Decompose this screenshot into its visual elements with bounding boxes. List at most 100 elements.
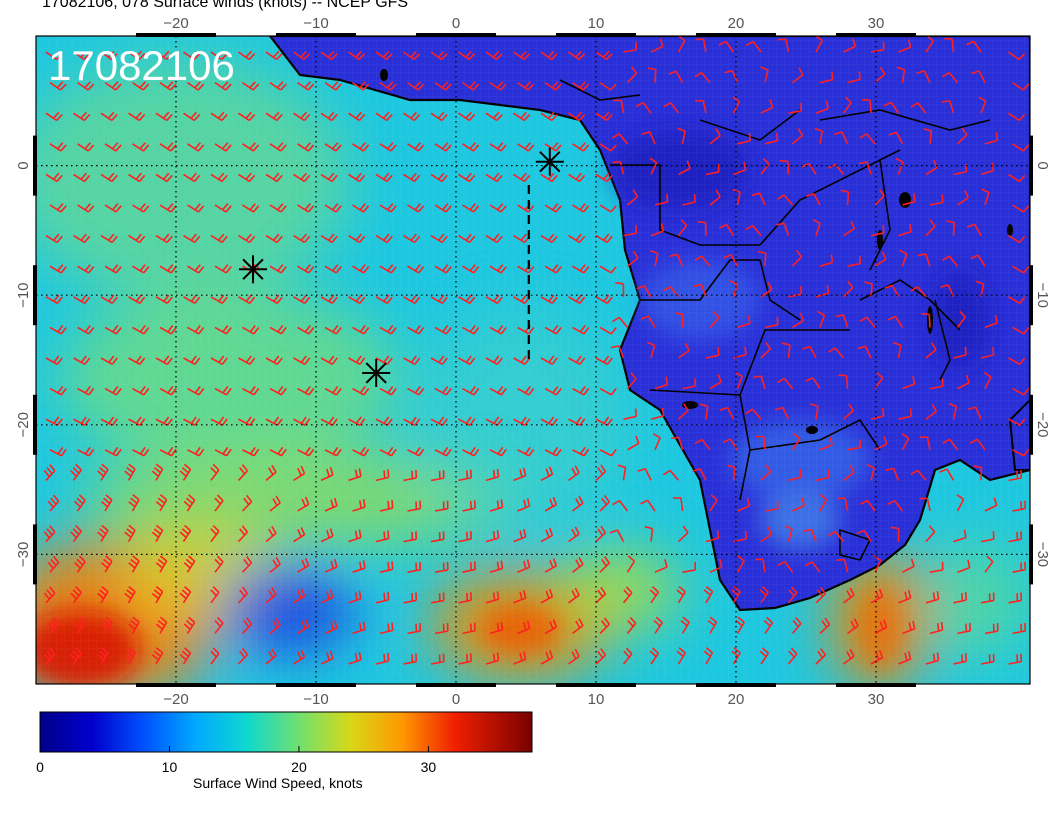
wind-barb (815, 469, 830, 482)
wind-barb (430, 531, 445, 543)
wind-barb (941, 99, 955, 114)
wind-barb (407, 264, 425, 274)
wind-barb (572, 325, 590, 335)
wind-barb (74, 555, 86, 573)
wind-barb (870, 649, 884, 665)
wind-barb (458, 416, 476, 426)
wind-barb (489, 203, 507, 213)
wind-barb (650, 407, 665, 420)
wind-barb (517, 446, 535, 457)
wind-barb (375, 469, 390, 482)
wind-barb (874, 188, 885, 206)
wind-barb (814, 127, 824, 144)
wind-barb (517, 620, 531, 635)
wind-barb (1008, 112, 1026, 122)
wind-barb (297, 557, 310, 573)
wind-barb (517, 142, 535, 152)
wind-barb (887, 499, 904, 512)
wind-barb (1008, 173, 1026, 183)
page-title: 17082106, 078 Surface winds (knots) -- N… (42, 0, 409, 11)
wind-barb (430, 470, 445, 482)
wind-barb (151, 647, 164, 665)
wind-barb (595, 586, 607, 604)
wind-barb (870, 224, 885, 237)
wind-barb (779, 159, 790, 175)
wind-barb (763, 616, 774, 634)
lon-tick-bar (696, 33, 776, 37)
wind-barb (513, 50, 531, 61)
lat-tick-label-left: −30 (15, 542, 32, 567)
colorbar-gradient (39, 711, 533, 753)
wind-barb (104, 264, 122, 274)
wind-barb (697, 220, 707, 236)
wind-barb (1012, 81, 1030, 91)
wind-barb (611, 133, 629, 145)
wind-barb (265, 172, 283, 183)
wind-barb (595, 355, 613, 366)
wind-barb (124, 463, 136, 481)
wind-barb (237, 586, 249, 604)
wind-barb (489, 621, 504, 635)
wind-barb (595, 464, 607, 481)
wind-barb (97, 524, 109, 543)
wind-barb (238, 233, 256, 244)
wind-barb (297, 446, 315, 457)
wind-barb (677, 403, 689, 420)
wind-barb (755, 558, 766, 573)
wind-barb (910, 286, 927, 298)
wind-barb (187, 203, 205, 213)
wind-barb (210, 586, 220, 604)
wind-barb (759, 647, 770, 665)
wind-barb (836, 558, 849, 573)
wind-barb (956, 494, 965, 512)
wind-barb (407, 203, 425, 213)
wind-barb (297, 81, 315, 91)
wind-barb (403, 172, 421, 183)
wind-barb (736, 555, 745, 573)
wind-barb (777, 38, 790, 53)
wind-barb (43, 586, 56, 604)
wind-barb (132, 142, 150, 152)
wind-barb (238, 416, 256, 426)
wind-barb (953, 653, 968, 665)
wind-barb (379, 385, 397, 396)
wind-barb (128, 111, 146, 122)
wind-barb (692, 468, 707, 481)
wind-barb (572, 495, 584, 512)
wind-barb (678, 160, 691, 176)
wind-barb (320, 467, 334, 482)
wind-barb (458, 530, 473, 543)
wind-barb (653, 616, 663, 634)
lon-tick-bar (416, 683, 496, 687)
wind-barb (599, 617, 610, 634)
wind-barb (513, 590, 527, 604)
wind-barb (43, 464, 56, 481)
wind-barb (242, 142, 260, 152)
wind-barb (705, 347, 720, 359)
wind-barb (179, 463, 192, 481)
wind-barb (104, 446, 122, 457)
wind-barb (760, 99, 774, 114)
wind-barb (733, 161, 747, 176)
wind-barb (595, 172, 613, 183)
wind-barb (77, 81, 95, 91)
wind-barb (73, 111, 91, 122)
asterisk-marker (362, 358, 391, 387)
lat-tick-bar (33, 265, 37, 326)
wind-barb (517, 559, 531, 573)
wind-barb (104, 142, 122, 152)
wind-barb (324, 497, 338, 512)
wind-barb (434, 561, 449, 573)
wind-barb (626, 555, 636, 573)
wind-barb (324, 620, 338, 635)
wind-barb (74, 494, 86, 512)
wind-barb (925, 342, 937, 359)
wind-barb (902, 375, 916, 390)
wind-barb (1012, 265, 1030, 274)
wind-barb (352, 621, 366, 635)
wind-barb (241, 556, 253, 573)
wind-barb (155, 416, 173, 426)
wind-barb (242, 385, 260, 396)
wind-barb (984, 623, 999, 635)
wind-barb (623, 225, 638, 237)
